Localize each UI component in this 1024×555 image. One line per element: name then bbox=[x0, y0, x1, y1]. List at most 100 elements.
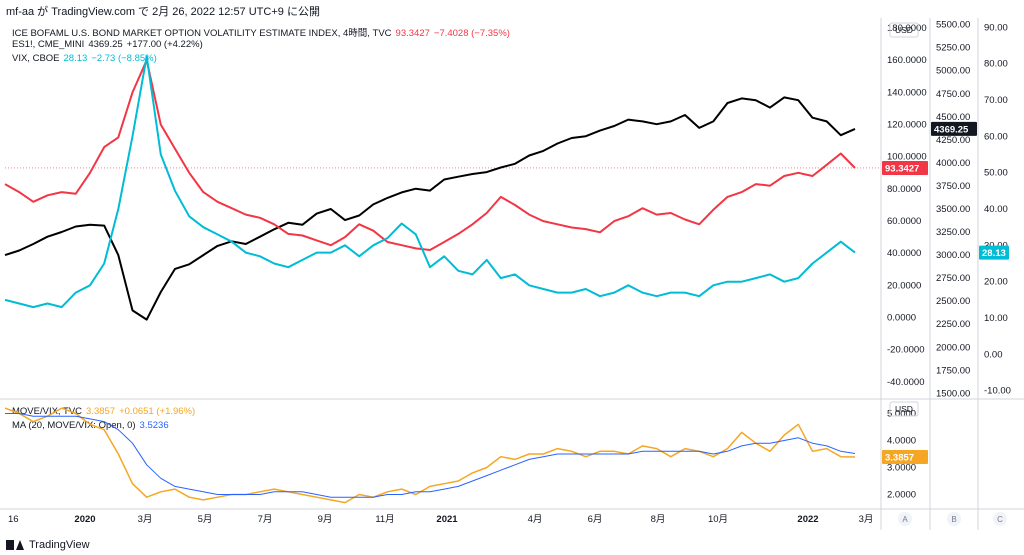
x-tick-label: 10月 bbox=[708, 514, 728, 525]
price-tag-move-bg bbox=[882, 160, 928, 175]
y-tick-label: 40.0000 bbox=[887, 248, 921, 259]
y-tick-label: 1500.00 bbox=[936, 388, 970, 399]
y-tick-label: -20.0000 bbox=[887, 345, 925, 356]
x-tick-label: 16 bbox=[8, 514, 19, 525]
legend-series-change: +177.00 (+4.22%) bbox=[126, 39, 203, 50]
y-tick-label: 4250.00 bbox=[936, 135, 970, 146]
y-tick-label: 3750.00 bbox=[936, 181, 970, 192]
publish-header: mf-aa が TradingView.com で 2月 26, 2022 12… bbox=[6, 6, 320, 18]
y-tick-label: 0.00 bbox=[984, 349, 1003, 360]
sub-y-tick-label: 5.0000 bbox=[887, 409, 916, 420]
legend-series-name: ES1!, CME_MINI bbox=[12, 39, 85, 50]
x-tick-label: 4月 bbox=[528, 514, 543, 525]
y-tick-label: 160.0000 bbox=[887, 55, 927, 66]
sub-axis-unit-label: USD bbox=[895, 404, 913, 414]
y-tick-label: 3000.00 bbox=[936, 250, 970, 261]
legend-series-change: +0.0651 (+1.96%) bbox=[119, 406, 196, 417]
sub-y-tick-label: 2.0000 bbox=[887, 490, 916, 501]
y-tick-label: 60.0000 bbox=[887, 216, 921, 227]
legend-sub: MOVE/VIX, TVC 3.3857 +0.0651 (+1.96%) MA (2… bbox=[12, 406, 199, 434]
y-tick-label: -10.00 bbox=[984, 386, 1011, 397]
y-tick-label: -40.0000 bbox=[887, 377, 925, 388]
scale-button-a[interactable] bbox=[898, 512, 912, 526]
y-tick-label: 80.0000 bbox=[887, 184, 921, 195]
legend-series-value: 28.13 bbox=[63, 53, 88, 64]
y-tick-label: 2500.00 bbox=[936, 296, 970, 307]
scale-button-b[interactable] bbox=[947, 512, 961, 526]
legend-series-name: ICE BOFAML U.S. BOND MARKET OPTION VOLAT… bbox=[12, 28, 392, 39]
price-tag-es-bg bbox=[931, 121, 977, 136]
y-tick-label: 40.00 bbox=[984, 204, 1008, 215]
legend-row[interactable]: VIX, CBOE 28.13 −2.73 (−8.85%) bbox=[12, 53, 514, 67]
y-tick-label: 140.0000 bbox=[887, 87, 927, 98]
y-tick-label: 60.00 bbox=[984, 131, 1008, 142]
legend-row[interactable]: ES1!, CME_MINI 4369.25 +177.00 (+4.22%) bbox=[12, 39, 514, 53]
x-tick-label: 3月 bbox=[859, 514, 874, 525]
y-tick-label: 20.00 bbox=[984, 277, 1008, 288]
y-tick-label: 4000.00 bbox=[936, 158, 970, 169]
y-tick-label: 180.0000 bbox=[887, 23, 927, 34]
y-tick-label: 2000.00 bbox=[936, 342, 970, 353]
x-tick-label: 3月 bbox=[138, 514, 153, 525]
sub-series-line-ma bbox=[5, 413, 856, 498]
y-tick-label: 5000.00 bbox=[936, 66, 970, 77]
axis-unit-label: USD bbox=[895, 25, 913, 35]
y-tick-label: 0.0000 bbox=[887, 313, 916, 324]
y-tick-label: 20.0000 bbox=[887, 280, 921, 291]
price-tag-move: 93.3427 bbox=[885, 163, 919, 174]
legend-series-change: −7.4028 (−7.35%) bbox=[433, 28, 510, 39]
footer-brand: TradingView bbox=[29, 539, 90, 551]
x-tick-label: 11月 bbox=[375, 514, 394, 525]
scale-button-c[interactable] bbox=[993, 512, 1007, 526]
legend-row[interactable]: MOVE/VIX, TVC 3.3857 +0.0651 (+1.96%) bbox=[12, 406, 199, 420]
legend-series-change: −2.73 (−8.85%) bbox=[91, 53, 157, 64]
y-tick-label: 70.00 bbox=[984, 95, 1008, 106]
sub-y-tick-label: 4.0000 bbox=[887, 436, 916, 447]
y-tick-label: 5500.00 bbox=[936, 20, 970, 31]
y-tick-label: 4750.00 bbox=[936, 89, 970, 100]
price-tag-movevix-bg bbox=[882, 449, 928, 464]
y-tick-label: 2250.00 bbox=[936, 319, 970, 330]
axis-unit-box bbox=[889, 22, 919, 38]
legend-series-value: 3.3857 bbox=[86, 406, 116, 417]
scale-button-label: C bbox=[997, 515, 1003, 524]
x-tick-label: 2020 bbox=[74, 514, 95, 525]
y-tick-label: 10.00 bbox=[984, 313, 1008, 324]
legend-series-value: 93.3427 bbox=[395, 28, 430, 39]
legend-row[interactable]: ICE BOFAML U.S. BOND MARKET OPTION VOLAT… bbox=[12, 25, 514, 39]
legend-series-name: MA (20, MOVE/VIX: Open, 0) bbox=[12, 420, 136, 431]
y-tick-label: 3250.00 bbox=[936, 227, 970, 238]
legend-series-value: 3.5236 bbox=[139, 420, 169, 431]
series-line-es1 bbox=[4, 96, 856, 321]
series-line-vix bbox=[4, 55, 856, 309]
y-tick-label: 5250.00 bbox=[936, 43, 970, 54]
y-tick-label: 2750.00 bbox=[936, 273, 970, 284]
x-tick-label: 9月 bbox=[318, 514, 333, 525]
price-tag-movevix: 3.3857 bbox=[885, 452, 914, 463]
price-tag-vix: 28.13 bbox=[982, 248, 1006, 259]
price-tag-vix-bg bbox=[979, 245, 1009, 260]
y-tick-label: 90.00 bbox=[984, 22, 1008, 33]
x-tick-label: 6月 bbox=[588, 514, 603, 525]
sub-axis-unit-box bbox=[889, 401, 919, 417]
x-tick-label: 2022 bbox=[797, 514, 818, 525]
y-tick-label: 100.0000 bbox=[887, 152, 927, 163]
x-tick-label: 7月 bbox=[258, 514, 273, 525]
legend-series-value: 4369.25 bbox=[88, 39, 123, 50]
x-tick-label: 8月 bbox=[651, 514, 666, 525]
footer: TradingView bbox=[6, 539, 90, 551]
series-line-move bbox=[4, 59, 856, 251]
price-tag-es: 4369.25 bbox=[934, 124, 969, 135]
sub-y-tick-label: 3.0000 bbox=[887, 463, 916, 474]
legend-row[interactable]: MA (20, MOVE/VIX: Open, 0) 3.5236 bbox=[12, 420, 199, 434]
scale-button-label: A bbox=[902, 515, 908, 524]
legend-main: ICE BOFAML U.S. BOND MARKET OPTION VOLAT… bbox=[12, 25, 514, 67]
scale-button-label: B bbox=[951, 515, 956, 524]
y-tick-label: 4500.00 bbox=[936, 112, 970, 123]
x-tick-label: 5月 bbox=[198, 514, 213, 525]
legend-series-name: VIX, CBOE bbox=[12, 53, 60, 64]
y-tick-label: 50.00 bbox=[984, 168, 1008, 179]
tradingview-logo-icon bbox=[6, 540, 24, 550]
y-tick-label: 3500.00 bbox=[936, 204, 970, 215]
